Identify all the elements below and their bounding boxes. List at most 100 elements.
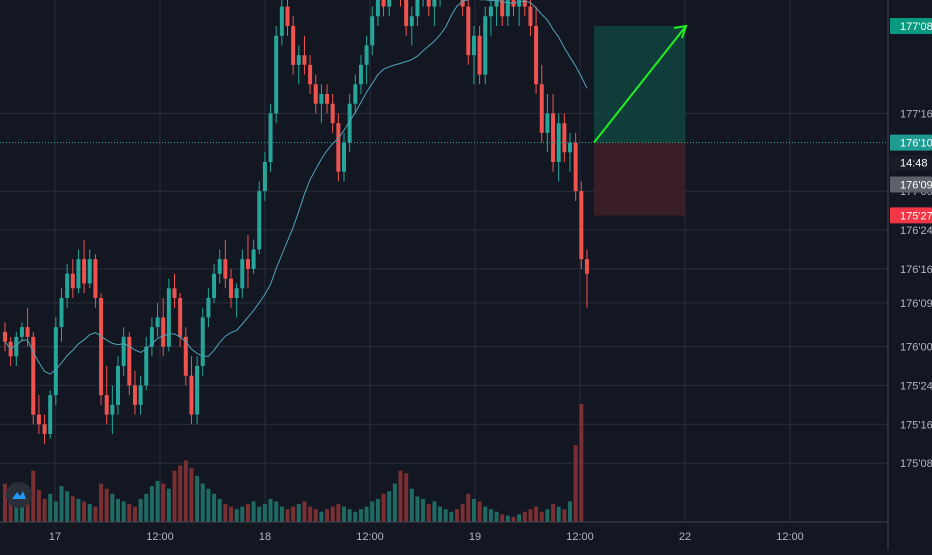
volume-bar xyxy=(206,488,211,522)
candle-body xyxy=(432,0,437,7)
volume-bar xyxy=(494,511,499,522)
volume-bar xyxy=(172,470,177,522)
candle-body xyxy=(539,84,544,133)
candle-body xyxy=(568,142,572,153)
volume-bar xyxy=(556,506,561,522)
candle-body xyxy=(212,273,217,299)
candle-body xyxy=(500,0,505,17)
volume-bar xyxy=(325,509,330,522)
candle-body xyxy=(42,424,47,435)
volume-bar xyxy=(279,506,284,522)
candle-body xyxy=(517,0,522,7)
volume-bar xyxy=(455,509,459,522)
candle-body xyxy=(189,375,194,415)
candle-body xyxy=(234,288,239,299)
candle-body xyxy=(358,64,363,85)
volume-bar xyxy=(245,504,250,522)
volume-bar xyxy=(404,473,409,522)
volume-bar xyxy=(466,493,471,522)
volume-bar xyxy=(358,509,363,522)
volume-bar xyxy=(149,486,154,522)
volume-bar xyxy=(319,511,324,522)
target-price-tag-bg xyxy=(890,18,932,35)
candle-body xyxy=(104,395,109,415)
candle-body xyxy=(415,0,420,17)
volume-bar xyxy=(443,509,448,522)
volume-bar xyxy=(336,504,341,522)
candle-body xyxy=(93,259,98,299)
volume-bar xyxy=(240,506,245,522)
volume-bar xyxy=(274,501,279,522)
volume-bar xyxy=(166,488,171,522)
candle-body xyxy=(562,123,567,153)
volume-bar xyxy=(262,504,267,522)
volume-bar xyxy=(161,483,166,522)
candle-body xyxy=(155,317,160,328)
candle-body xyxy=(409,16,414,27)
x-tick-label: 12:00 xyxy=(566,531,594,543)
volume-bar xyxy=(127,504,132,522)
volume-bar xyxy=(370,501,375,522)
candle-body xyxy=(545,113,550,133)
tradingview-logo-icon[interactable] xyxy=(6,482,32,508)
volume-bar xyxy=(183,460,188,522)
volume-bar xyxy=(31,470,36,522)
volume-bar xyxy=(415,496,420,522)
volume-bar xyxy=(353,511,358,522)
volume-bar xyxy=(398,470,403,522)
candle-body xyxy=(330,103,335,124)
volume-bar xyxy=(104,488,109,522)
volume-bar xyxy=(409,488,414,522)
arrow-head xyxy=(673,24,688,39)
volume-bar xyxy=(138,498,143,522)
candle-body xyxy=(36,414,41,425)
candle-body xyxy=(183,336,188,376)
candle-body xyxy=(25,327,30,337)
volume-bar xyxy=(99,483,104,522)
candle-body xyxy=(121,336,126,367)
candle-body xyxy=(370,16,375,46)
volume-bar xyxy=(551,504,556,522)
volume-bar xyxy=(313,509,318,522)
candle-body xyxy=(87,259,92,284)
volume-bar xyxy=(477,501,482,522)
volume-bar xyxy=(432,501,437,522)
volume-bar xyxy=(539,511,544,522)
y-tick-label: 176'24 xyxy=(900,225,932,237)
volume-bar xyxy=(110,493,115,522)
volume-bar xyxy=(505,515,510,522)
volume-bar xyxy=(511,516,516,522)
candle-body xyxy=(488,6,493,17)
candle-body xyxy=(110,404,115,415)
volume-bar xyxy=(528,509,533,522)
candle-body xyxy=(579,191,584,260)
candle-body xyxy=(76,259,81,289)
candle-body xyxy=(522,0,527,7)
volume-bar xyxy=(132,506,137,522)
candle-body xyxy=(291,26,296,65)
candle-body xyxy=(342,142,346,172)
last-price-tag: 176'09 xyxy=(900,179,932,191)
volume-bar xyxy=(483,506,488,522)
candle-body xyxy=(14,336,19,357)
candle-body xyxy=(494,0,499,7)
stop-price-tag: 175'27 xyxy=(900,210,932,222)
volume-bars xyxy=(3,404,584,522)
entry-price-tag: 176'10 xyxy=(900,138,932,150)
y-tick-label: 176'09 xyxy=(900,298,932,310)
volume-bar xyxy=(302,501,307,522)
volume-bar xyxy=(268,498,273,522)
x-tick-label: 12:00 xyxy=(776,531,804,543)
candle-body xyxy=(285,6,290,27)
candle-body xyxy=(195,366,200,415)
sma-polyline xyxy=(4,0,588,375)
candle-body xyxy=(426,0,431,7)
target-price-tag: 177'08 xyxy=(900,21,932,33)
y-tick-label: 176'00 xyxy=(900,342,932,354)
volume-bar xyxy=(59,486,64,522)
candle-body xyxy=(381,0,386,7)
candle-body xyxy=(477,35,482,75)
candle-body xyxy=(116,366,120,405)
